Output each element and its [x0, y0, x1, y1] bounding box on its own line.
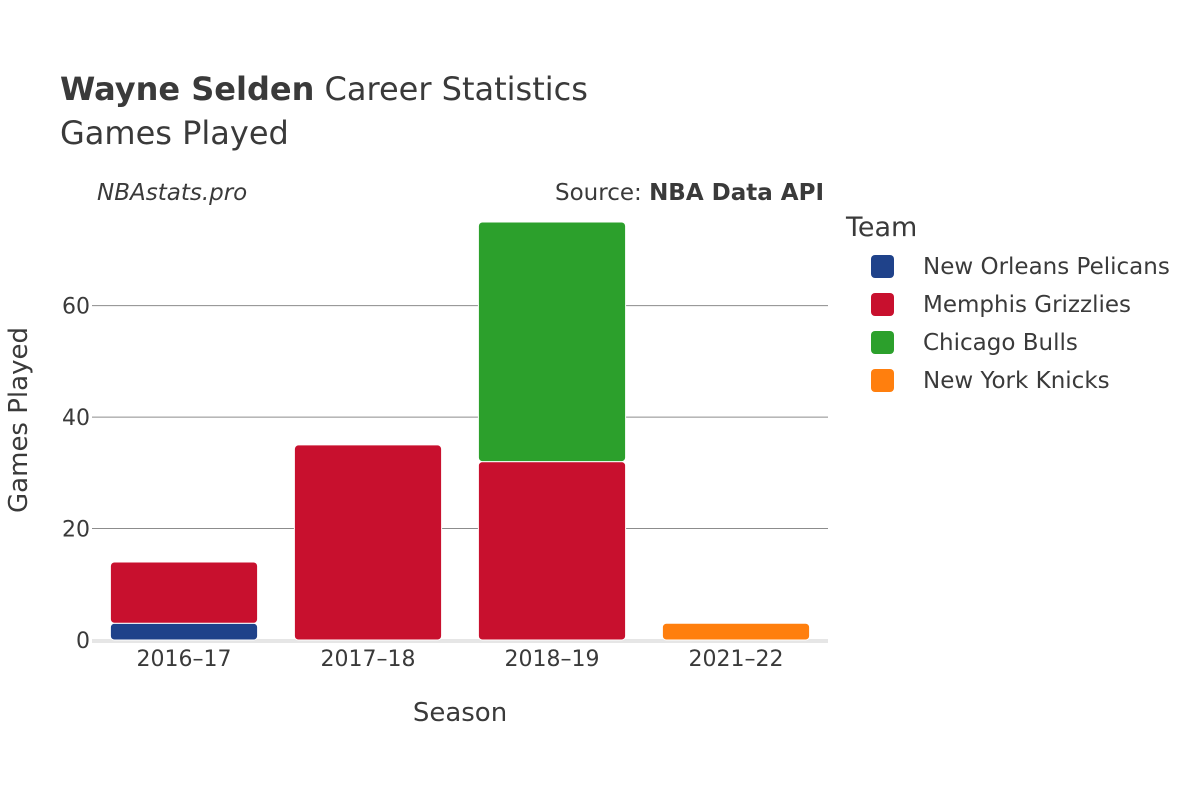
- legend-swatch: [871, 331, 894, 354]
- y-tick-label: 0: [76, 629, 90, 654]
- x-tick-labels: 2016–17 2017–18 2018–19 2021–22: [137, 647, 784, 672]
- y-axis-title: Games Played: [4, 327, 34, 513]
- x-tick-label: 2017–18: [321, 647, 416, 672]
- bar-segment[interactable]: [109, 622, 259, 641]
- chart-title-player: Wayne Selden: [60, 70, 314, 108]
- bar-segment[interactable]: [661, 622, 811, 641]
- source-name: NBA Data API: [649, 180, 824, 206]
- legend-label[interactable]: New Orleans Pelicans: [923, 254, 1170, 280]
- y-tick-label: 20: [62, 518, 90, 543]
- legend-swatch: [871, 369, 894, 392]
- x-tick-label: 2018–19: [505, 647, 600, 672]
- y-tick-labels: 0 20 40 60: [62, 295, 90, 654]
- bar-segment[interactable]: [109, 561, 259, 624]
- chart-title: Wayne Selden Career Statistics: [60, 70, 588, 108]
- bar-segment[interactable]: [293, 444, 443, 641]
- legend-swatch: [871, 255, 894, 278]
- source-prefix: Source:: [555, 180, 649, 206]
- chart-subtitle: Games Played: [60, 114, 289, 152]
- legend-label[interactable]: New York Knicks: [923, 368, 1110, 394]
- bar-segment[interactable]: [477, 221, 627, 463]
- grid-lines: [92, 305, 828, 643]
- x-tick-label: 2021–22: [689, 647, 784, 672]
- y-tick-label: 40: [62, 406, 90, 431]
- chart-title-rest: Career Statistics: [314, 70, 588, 108]
- bar-segment[interactable]: [477, 461, 627, 641]
- legend: New Orleans Pelicans Memphis Grizzlies Chi…: [871, 254, 1170, 394]
- legend-label[interactable]: Memphis Grizzlies: [923, 292, 1131, 318]
- legend-title: Team: [845, 212, 917, 243]
- bars: [109, 221, 811, 641]
- watermark: NBAstats.pro: [97, 180, 247, 206]
- source-credit: Source: NBA Data API: [555, 180, 824, 206]
- y-tick-label: 60: [62, 295, 90, 320]
- x-tick-label: 2016–17: [137, 647, 232, 672]
- x-axis-title: Season: [413, 698, 507, 728]
- legend-swatch: [871, 293, 894, 316]
- legend-label[interactable]: Chicago Bulls: [923, 330, 1078, 356]
